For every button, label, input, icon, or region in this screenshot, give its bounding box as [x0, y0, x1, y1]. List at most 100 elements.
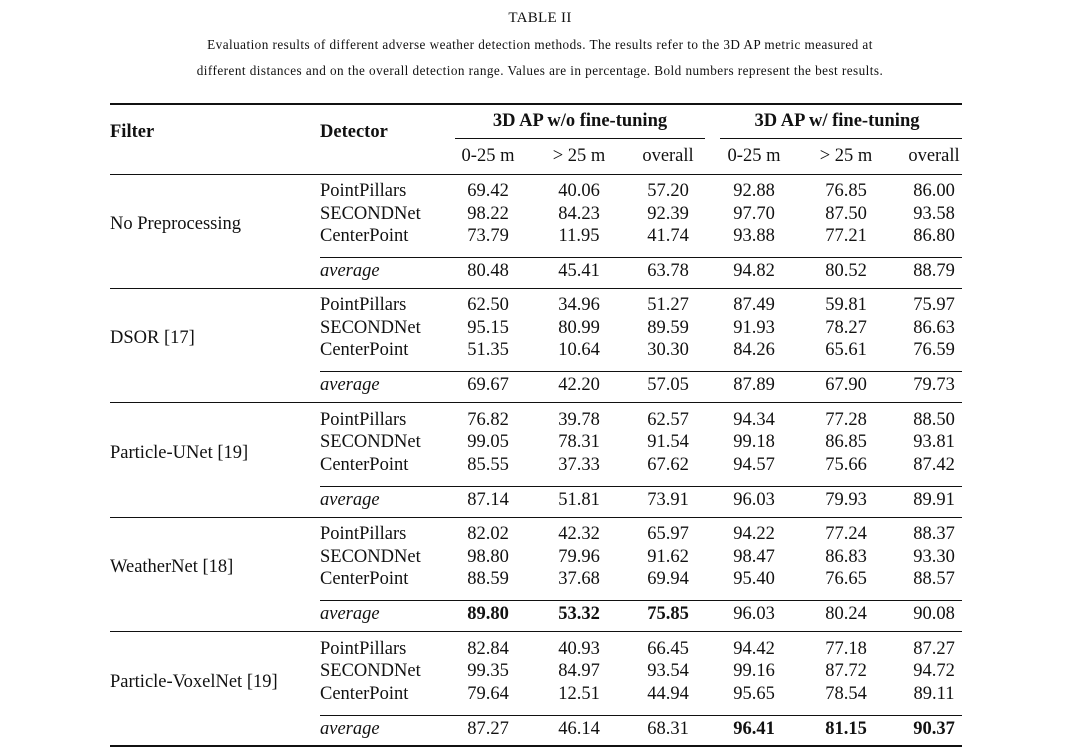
value-cell: 40.93: [558, 638, 600, 659]
value-cell: 76.65: [825, 569, 867, 590]
value-cell: 85.55: [467, 454, 509, 475]
average-value-cell: 94.82: [733, 261, 775, 281]
value-cell: 91.62: [647, 546, 689, 567]
detector-name: SECONDNet: [320, 546, 421, 567]
average-rule: [320, 371, 962, 373]
average-value-cell: 96.03: [733, 604, 775, 625]
value-cell: 86.80: [913, 226, 955, 246]
average-value-cell: 42.20: [558, 375, 600, 396]
detector-name: SECONDNet: [320, 317, 421, 338]
detector-name: SECONDNet: [320, 203, 421, 224]
group-separator-rule: [110, 516, 962, 518]
header-col: overall: [642, 146, 694, 166]
value-cell: 93.88: [733, 226, 775, 246]
value-cell: 99.05: [467, 432, 509, 453]
value-cell: 41.74: [647, 226, 689, 246]
average-label: average: [320, 261, 380, 281]
detector-name: PointPillars: [320, 181, 407, 201]
value-cell: 95.15: [467, 317, 509, 338]
average-value-cell: 80.52: [825, 261, 867, 281]
value-cell: 94.57: [733, 454, 775, 475]
header-filter: Filter: [110, 122, 155, 142]
average-value-cell: 88.79: [913, 261, 955, 281]
average-value-cell: 80.24: [825, 604, 867, 625]
detector-name: CenterPoint: [320, 226, 409, 246]
value-cell: 98.22: [467, 203, 509, 224]
value-cell: 66.45: [647, 638, 689, 659]
value-cell: 76.85: [825, 181, 867, 201]
average-value-cell: 87.89: [733, 375, 775, 396]
value-cell: 37.68: [558, 569, 600, 590]
value-cell: 92.88: [733, 181, 775, 201]
detector-name: PointPillars: [320, 295, 407, 316]
value-cell: 65.61: [825, 340, 867, 361]
value-cell: 51.35: [467, 340, 509, 361]
value-cell: 76.82: [467, 409, 509, 430]
value-cell: 92.39: [647, 203, 689, 224]
top-rule: [110, 103, 962, 105]
value-cell: 98.47: [733, 546, 775, 567]
average-value-cell: 90.37: [913, 718, 955, 739]
header-group-with-finetuning: 3D AP w/ fine-tuning: [754, 111, 920, 131]
value-cell: 84.26: [733, 340, 775, 361]
average-value-cell: 53.32: [558, 604, 600, 625]
value-cell: 42.32: [558, 524, 600, 545]
value-cell: 78.54: [825, 683, 867, 704]
value-cell: 88.57: [913, 569, 955, 590]
detector-name: CenterPoint: [320, 683, 409, 704]
detector-name: CenterPoint: [320, 454, 409, 475]
value-cell: 62.50: [467, 295, 509, 316]
group-separator-rule: [110, 631, 962, 633]
average-value-cell: 73.91: [647, 489, 689, 510]
average-rule: [320, 600, 962, 602]
detector-name: PointPillars: [320, 524, 407, 545]
average-rule: [320, 257, 962, 258]
group-separator-rule: [110, 288, 962, 289]
value-cell: 78.31: [558, 432, 600, 453]
value-cell: 88.59: [467, 569, 509, 590]
value-cell: 99.18: [733, 432, 775, 453]
value-cell: 88.37: [913, 524, 955, 545]
average-value-cell: 51.81: [558, 489, 600, 510]
value-cell: 77.28: [825, 409, 867, 430]
average-value-cell: 69.67: [467, 375, 509, 396]
value-cell: 86.83: [825, 546, 867, 567]
value-cell: 86.00: [913, 181, 955, 201]
value-cell: 84.97: [558, 661, 600, 682]
group-rule-without: [455, 138, 705, 139]
average-rule: [320, 714, 962, 716]
header-rule: [110, 174, 962, 175]
value-cell: 82.84: [467, 638, 509, 659]
value-cell: 11.95: [558, 226, 600, 246]
average-label: average: [320, 375, 380, 396]
filter-name: No Preprocessing: [110, 214, 242, 234]
table-label: TABLE II: [508, 10, 572, 26]
value-cell: 93.81: [913, 432, 955, 453]
average-value-cell: 57.05: [647, 375, 689, 396]
value-cell: 87.49: [733, 295, 775, 316]
filter-name: WeatherNet [18]: [110, 557, 234, 578]
average-value-cell: 79.93: [825, 489, 867, 510]
value-cell: 87.27: [913, 638, 955, 659]
average-value-cell: 87.14: [467, 489, 509, 510]
filter-name: Particle-UNet [19]: [110, 442, 249, 463]
value-cell: 10.64: [558, 340, 600, 361]
group-separator-rule: [110, 402, 962, 404]
value-cell: 91.93: [733, 317, 775, 338]
average-value-cell: 46.14: [558, 718, 600, 739]
average-value-cell: 96.41: [733, 718, 775, 739]
value-cell: 65.97: [647, 524, 689, 545]
average-value-cell: 67.90: [825, 375, 867, 396]
value-cell: 86.63: [913, 317, 955, 338]
value-cell: 97.70: [733, 203, 775, 224]
value-cell: 82.02: [467, 524, 509, 545]
value-cell: 30.30: [647, 340, 689, 361]
value-cell: 95.40: [733, 569, 775, 590]
value-cell: 93.54: [647, 661, 689, 682]
value-cell: 79.96: [558, 546, 600, 567]
header-detector: Detector: [320, 122, 388, 142]
value-cell: 93.30: [913, 546, 955, 567]
value-cell: 37.33: [558, 454, 600, 475]
value-cell: 62.57: [647, 409, 689, 430]
header-col: overall: [908, 146, 960, 166]
